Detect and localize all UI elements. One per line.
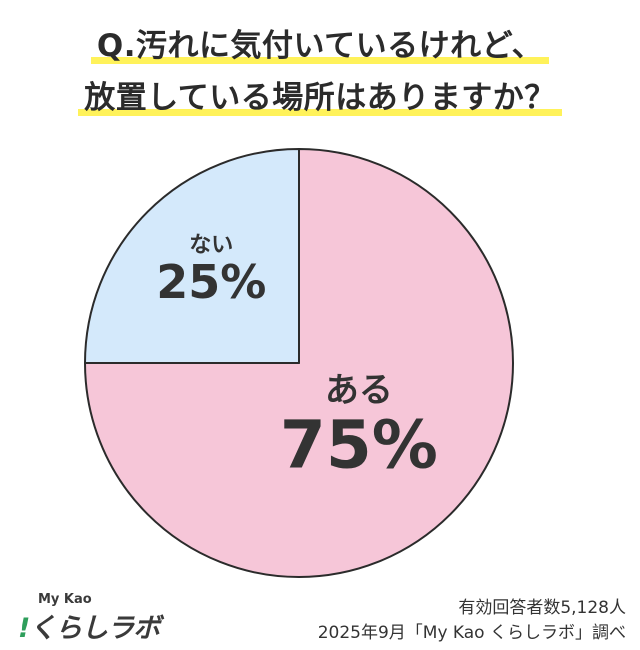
brand-bang: ! [18, 613, 30, 644]
slice-percent-1: 75% [280, 407, 438, 484]
pie-slice-2 [84, 148, 300, 364]
question-line-2: 放置している場所はありますか？ [0, 72, 640, 117]
brand-my-kao: My Kao [38, 592, 92, 607]
brand-name: くらしラボ [29, 613, 160, 644]
respondents-note: 有効回答者数5,128人 [458, 598, 626, 618]
slice-label-1: ある [325, 371, 393, 411]
slice-percent-2: 25% [156, 255, 266, 309]
brand-logo: !くらしラボ [18, 606, 160, 645]
slice-label-2: ない [189, 233, 233, 258]
pie-slice-1 [84, 148, 514, 578]
survey-note: 2025年9月「My Kao くらしラボ」調べ [317, 623, 626, 643]
question-line-1: Q.汚れに気付いているけれど、 [0, 20, 640, 65]
